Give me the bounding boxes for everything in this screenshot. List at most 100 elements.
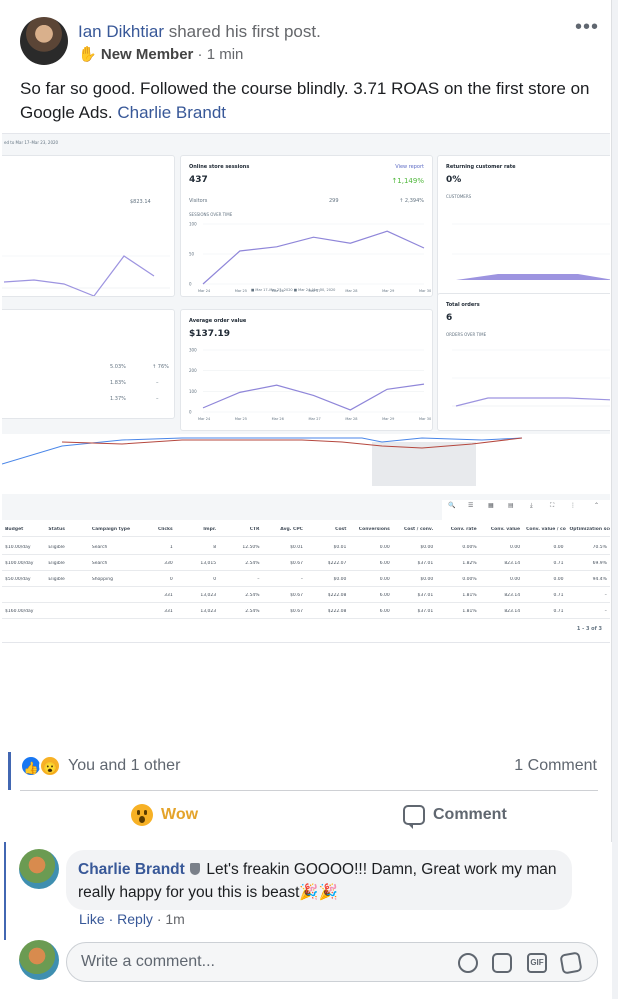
table-header-cell[interactable]: Status bbox=[48, 526, 65, 532]
sessions-line-chart: 100 50 0 Mar 24 Mar 25 Mar 26 Mar 27 Mar 28 Mar … bbox=[189, 222, 431, 294]
table-cell: 0.00 bbox=[379, 576, 390, 582]
author-name[interactable]: Ian Dikhtiar bbox=[78, 22, 164, 41]
table-cell: 8 bbox=[213, 544, 217, 550]
wow-icon bbox=[131, 804, 153, 826]
table-header-cell[interactable]: Conv. rate bbox=[450, 526, 477, 532]
table-header-cell[interactable]: Conv. value bbox=[490, 526, 521, 532]
table-cell: $160.00/day bbox=[5, 608, 34, 614]
post-time[interactable]: · 1 min bbox=[193, 46, 244, 63]
table-header-cell[interactable]: Budget bbox=[5, 526, 24, 532]
table-cell: 0 bbox=[169, 576, 173, 582]
reaction-icons[interactable]: 👍 😮 bbox=[20, 754, 64, 780]
reaction-summary[interactable]: You and 1 other bbox=[68, 757, 181, 774]
toolbar-download-icon[interactable]: ⤓ bbox=[530, 502, 533, 509]
campaign-table: Budget Status Campaign type Clicks Impr. CTR A… bbox=[2, 520, 610, 642]
post-image[interactable]: ed to Mar 17–Mar 23, 2020 $823.14 Online… bbox=[2, 133, 610, 643]
table-cell: $0.67 bbox=[290, 560, 303, 566]
sticker-icon[interactable] bbox=[559, 951, 583, 975]
table-cell: Eligible bbox=[48, 544, 65, 550]
table-cell: Search bbox=[91, 544, 108, 550]
table-cell: 6.00 bbox=[379, 560, 390, 566]
panel-value-left: $823.14 bbox=[130, 199, 151, 205]
comment-time[interactable]: · 1m bbox=[152, 911, 185, 927]
sessions-title: Online store sessions bbox=[189, 164, 250, 170]
ads-trend-highlight bbox=[372, 442, 476, 486]
toolbar-filter-icon[interactable]: ☰ bbox=[468, 502, 474, 509]
toolbar-collapse-icon[interactable]: ⌃ bbox=[594, 502, 600, 509]
toolbar-search-icon[interactable]: 🔍 bbox=[448, 502, 456, 509]
more-options-icon[interactable]: ••• bbox=[574, 16, 599, 38]
comment-input[interactable] bbox=[81, 951, 441, 973]
table-row[interactable]: $50.00/day Eligible Shopping 0 0 – – $0.00 0.00 $… bbox=[2, 572, 610, 587]
comment-like-link[interactable]: Like bbox=[79, 911, 105, 927]
table-row[interactable]: $100.00/day Eligible Search 330 13,015 2.54% $… bbox=[2, 556, 610, 571]
table-cell: $0.01 bbox=[333, 544, 347, 550]
left-mid-row-2-b: – bbox=[156, 380, 159, 386]
table-header-cell[interactable]: Cost / conv. bbox=[403, 526, 434, 532]
x-tick-label: Mar 28 bbox=[345, 289, 357, 293]
table-cell: 823.14 bbox=[504, 560, 521, 566]
y-tick-label: 100 bbox=[189, 222, 197, 227]
table-header-cell[interactable]: Campaign type bbox=[91, 526, 131, 532]
comment-reply-link[interactable]: Reply bbox=[117, 911, 153, 927]
table-cell: $0.00 bbox=[420, 576, 434, 582]
toolbar-reports-icon[interactable]: ▤ bbox=[508, 502, 514, 509]
table-cell: 70.5% bbox=[592, 544, 607, 550]
table-row[interactable]: $160.00/day 331 13,023 2.54% $0.67 $222.08 6.0… bbox=[2, 604, 610, 619]
ads-trend-lines bbox=[2, 437, 523, 465]
table-header-cell[interactable]: Avg. CPC bbox=[280, 526, 303, 532]
toolbar-more-icon[interactable]: ⋮ bbox=[570, 502, 576, 509]
orders-title: Total orders bbox=[446, 302, 480, 308]
table-header-cell[interactable]: Impr. bbox=[203, 526, 217, 532]
wow-label: Wow bbox=[161, 806, 199, 823]
table-cell: 823.14 bbox=[504, 608, 521, 614]
commenter-avatar[interactable] bbox=[19, 849, 59, 889]
commenter-name[interactable]: Charlie Brandt bbox=[78, 861, 185, 878]
table-header-cell[interactable]: Conversions bbox=[358, 526, 390, 532]
table-cell: – bbox=[604, 592, 607, 598]
visitors-change: ↑ 2,394% bbox=[399, 198, 424, 204]
view-report-link[interactable]: View report bbox=[395, 164, 424, 170]
table-cell: 1 bbox=[169, 544, 173, 550]
table-toolbar: 🔍 ☰ ▦ ▤ ⤓ ⛶ ⋮ ⌃ bbox=[442, 500, 610, 520]
visitors-value: 299 bbox=[329, 198, 339, 204]
author-avatar[interactable] bbox=[20, 17, 68, 65]
toolbar-expand-icon[interactable]: ⛶ bbox=[550, 502, 555, 509]
table-header-cell[interactable]: Clicks bbox=[157, 526, 173, 532]
comment-meta: Like · Reply · 1m bbox=[79, 911, 185, 927]
table-cell: 331 bbox=[164, 592, 173, 598]
post-header: Ian Dikhtiar shared his first post. bbox=[78, 22, 321, 42]
sessions-subtitle: SESSIONS OVER TIME bbox=[189, 212, 233, 217]
table-row[interactable]: 331 13,023 2.54% $0.67 $222.08 6.00 $37.01 1.81… bbox=[2, 588, 610, 603]
visitors-label: Visitors bbox=[189, 198, 208, 204]
gif-icon[interactable]: GIF bbox=[527, 953, 547, 973]
table-cell: 2.54% bbox=[245, 592, 260, 598]
comment-count[interactable]: 1 Comment bbox=[514, 757, 597, 774]
x-tick-label: Mar 27 bbox=[309, 289, 321, 293]
toolbar-columns-icon[interactable]: ▦ bbox=[488, 502, 494, 509]
emoji-icon[interactable] bbox=[458, 953, 478, 973]
table-cell: $0.67 bbox=[290, 592, 303, 598]
camera-icon[interactable] bbox=[492, 953, 512, 973]
comment-accent-bar bbox=[4, 842, 6, 940]
y-tick-label: 300 bbox=[189, 348, 197, 353]
table-row[interactable]: $10.00/day Eligible Search 1 8 12.50% $0.01 $0.… bbox=[2, 540, 610, 555]
table-cell: 2.54% bbox=[245, 560, 260, 566]
x-tick-label: Mar 30 bbox=[419, 289, 431, 293]
table-cell: 0.71 bbox=[553, 560, 564, 566]
member-badge-icon: ✋ bbox=[78, 46, 97, 63]
table-header-cell[interactable]: CTR bbox=[249, 526, 260, 532]
post-mention[interactable]: Charlie Brandt bbox=[117, 103, 227, 122]
comment-composer[interactable]: GIF bbox=[66, 942, 598, 982]
x-tick-label: Mar 28 bbox=[345, 417, 357, 421]
table-header-cell[interactable]: Conv. value / cost bbox=[526, 526, 567, 532]
table-cell: 2.54% bbox=[245, 608, 260, 614]
table-cell: $50.00/day bbox=[5, 576, 31, 582]
table-header-cell[interactable]: Optimization score bbox=[569, 526, 610, 532]
wow-button[interactable]: Wow bbox=[131, 800, 198, 830]
comment-icon bbox=[403, 805, 425, 829]
table-header-cell[interactable]: Cost bbox=[335, 526, 347, 532]
comment-button[interactable]: Comment bbox=[403, 800, 507, 830]
returning-title: Returning customer rate bbox=[446, 164, 516, 170]
